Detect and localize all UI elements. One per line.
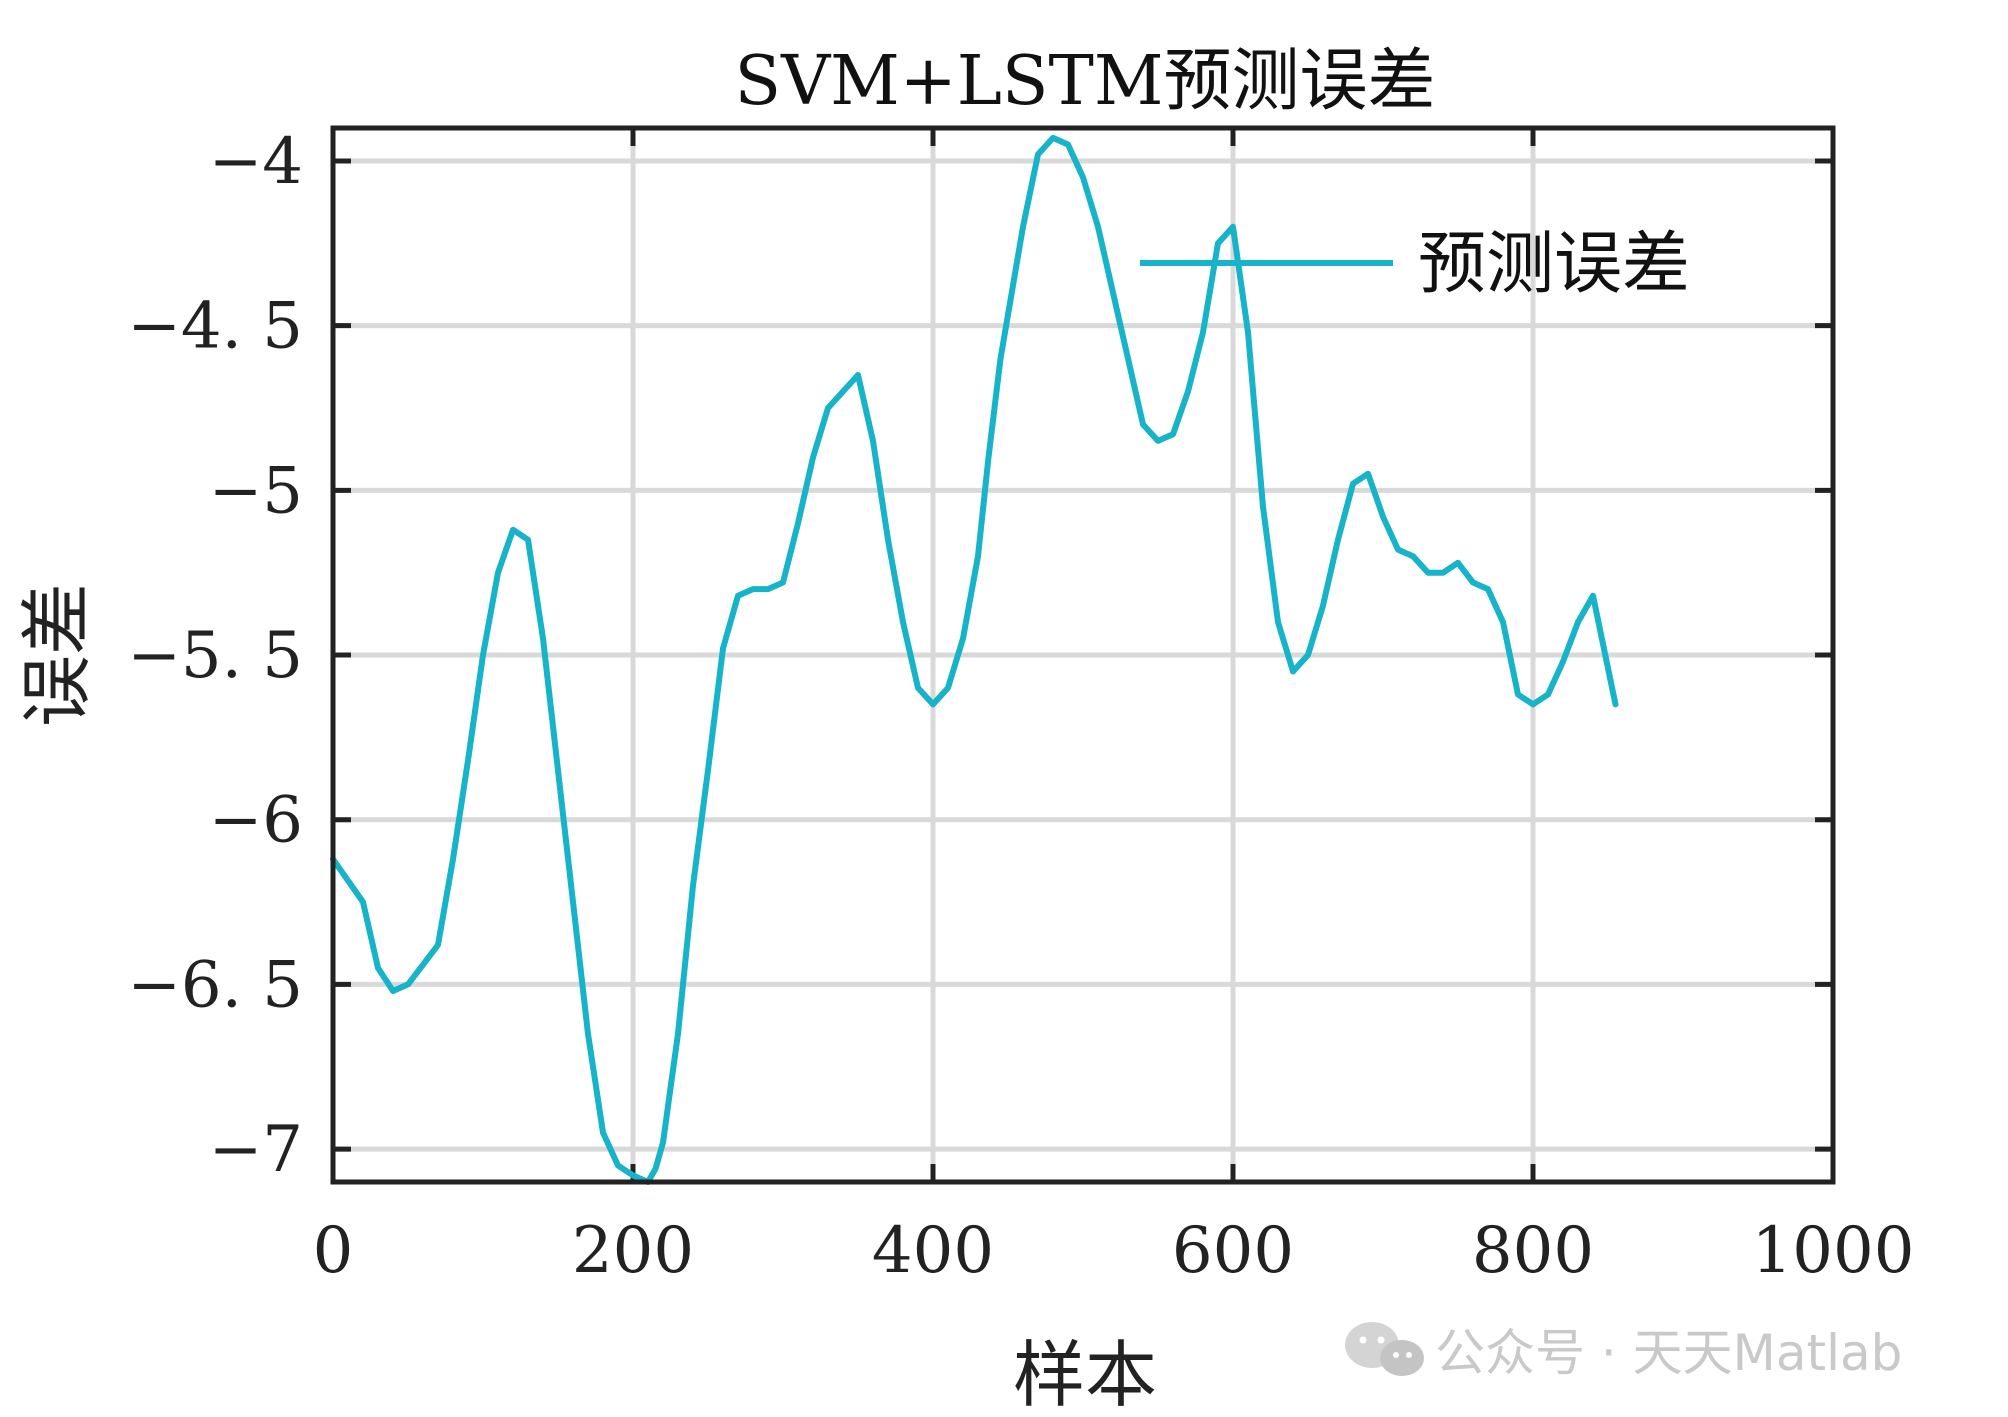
x-axis-label: 样本 [1013,1333,1157,1417]
x-tick-label: 1000 [1752,1214,1915,1288]
y-tick-label: −5. 5 [127,619,303,693]
watermark: 公众号 · 天天Matlab [1345,1322,1902,1382]
y-tick-label: −4 [209,125,303,199]
y-tick-label: −6. 5 [127,948,303,1022]
x-tick-label: 800 [1472,1214,1594,1288]
tick-labels: 0 200 400 600 800 1000 −4 −4. 5 −5 −5. 5 −6 −6. 5 −7 [127,125,1914,1288]
series-line [330,134,1619,1185]
y-axis-label: 误差 [15,583,99,727]
legend-label: 预测误差 [1418,225,1690,304]
y-tick-label: −6 [209,784,303,858]
chart-title: SVM+LSTM预测误差 [734,42,1435,121]
y-tick-label: −5 [209,454,303,528]
plot-area [330,134,1619,1185]
legend: 预测误差 [1140,225,1690,304]
x-tick-label: 400 [872,1214,994,1288]
y-tick-label: −7 [209,1113,303,1187]
x-tick-label: 600 [1172,1214,1294,1288]
axes-frame [330,125,1836,1185]
x-tick-label: 200 [572,1214,694,1288]
x-tick-label: 0 [313,1214,354,1288]
watermark-text: 公众号 · 天天Matlab [1435,1324,1902,1382]
y-tick-label: −4. 5 [127,290,303,364]
wechat-icon [1345,1322,1424,1376]
